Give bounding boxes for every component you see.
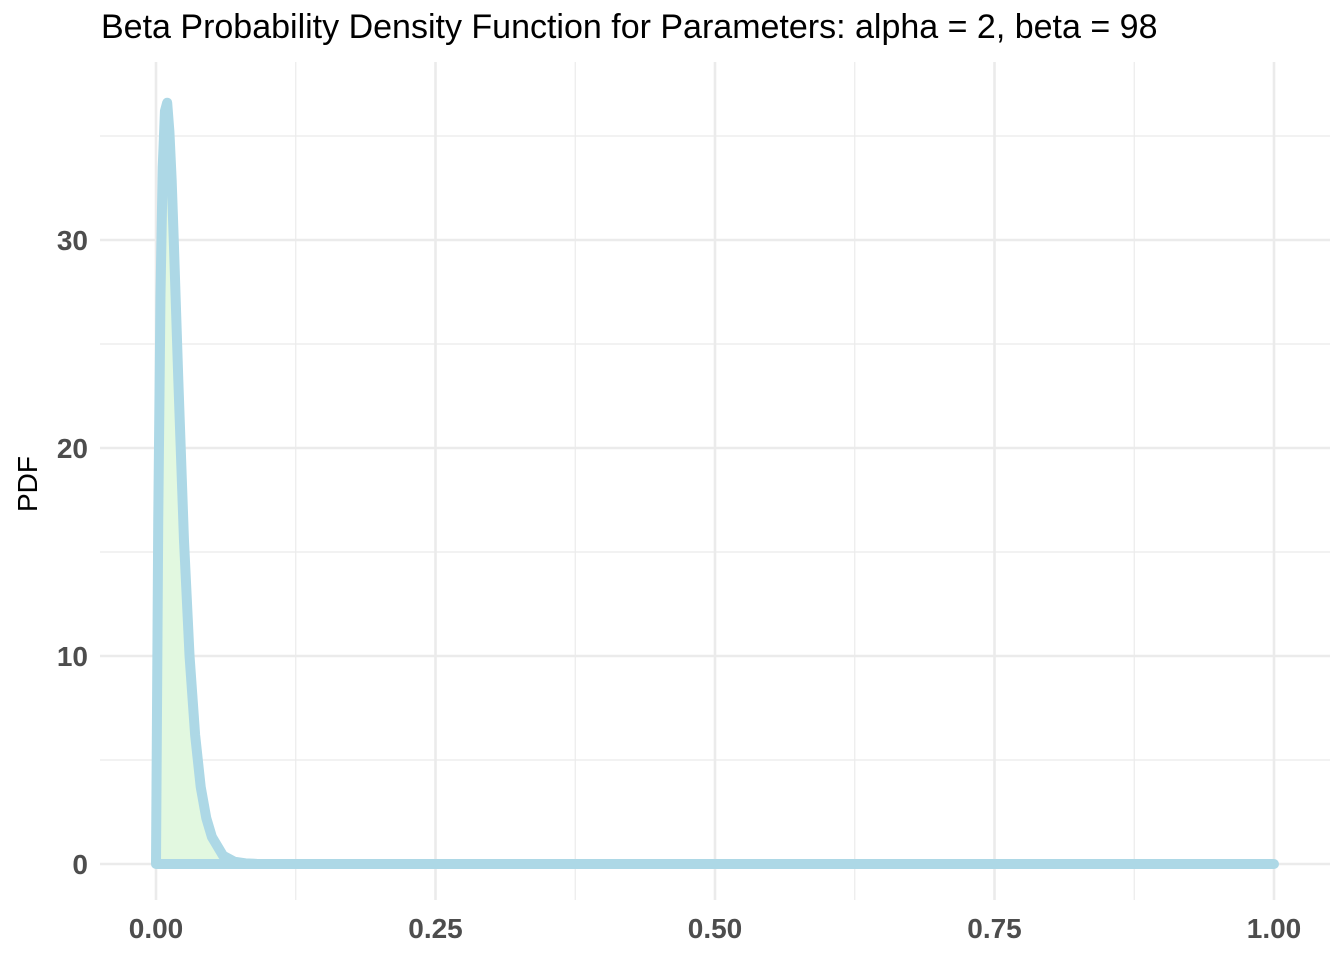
x-tick-label: 1.00 <box>1247 913 1302 944</box>
x-tick-label: 0.25 <box>408 913 463 944</box>
y-tick-labels: 0 10 20 30 <box>57 225 88 880</box>
x-tick-label: 0.75 <box>967 913 1022 944</box>
x-tick-labels: 0.00 0.25 0.50 0.75 1.00 <box>129 913 1302 944</box>
y-tick-label: 0 <box>72 849 88 880</box>
y-tick-label: 20 <box>57 433 88 464</box>
x-tick-label: 0.50 <box>688 913 743 944</box>
y-axis-title: PDF <box>12 456 43 512</box>
x-tick-label: 0.00 <box>129 913 184 944</box>
series-layer <box>151 97 1279 869</box>
major-gridlines <box>100 62 1330 900</box>
density-line <box>151 97 1279 869</box>
chart-title: Beta Probability Density Function for Pa… <box>101 8 1158 46</box>
y-tick-label: 30 <box>57 225 88 256</box>
y-tick-label: 10 <box>57 641 88 672</box>
